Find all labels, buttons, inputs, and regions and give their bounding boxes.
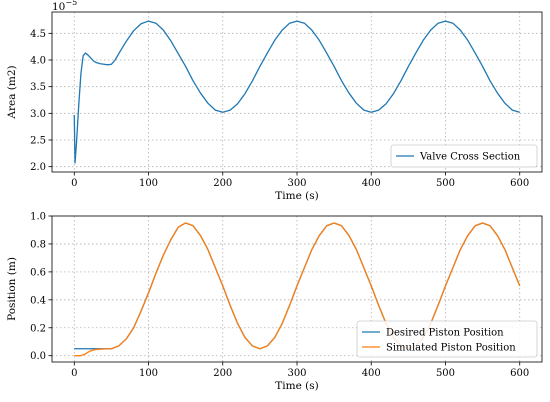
x-tick-label: 0	[71, 368, 77, 379]
legend-label: Desired Piston Position	[386, 328, 504, 339]
x-tick-label: 400	[362, 368, 381, 379]
legend: Valve Cross Section	[390, 144, 538, 168]
y-axis-label: Position (m)	[6, 257, 18, 321]
x-tick-label: 200	[213, 178, 232, 189]
y-tick-label: 3.5	[30, 82, 46, 93]
x-tick-label: 200	[213, 368, 232, 379]
legend-label: Valve Cross Section	[419, 152, 521, 163]
legend-box	[390, 144, 538, 168]
x-tick-label: 400	[362, 178, 381, 189]
y-tick-label: 0.8	[30, 239, 46, 250]
y-tick-label: 2.0	[30, 162, 46, 173]
x-tick-label: 500	[436, 178, 455, 189]
y-tick-label: 4.0	[30, 56, 46, 67]
y-tick-label: 0.0	[30, 351, 46, 362]
legend-label: Simulated Piston Position	[386, 343, 516, 354]
y-tick-label: 1.0	[30, 212, 46, 223]
y-tick-label: 0.4	[30, 295, 46, 306]
x-tick-label: 100	[139, 368, 158, 379]
x-tick-label: 0	[71, 178, 77, 189]
y-tick-label: 0.6	[30, 267, 46, 278]
y-tick-label: 2.5	[30, 136, 46, 147]
series-line-1	[73, 20, 520, 164]
x-tick-label: 300	[287, 368, 306, 379]
series-line-2	[74, 222, 521, 357]
x-axis-label: Time (s)	[275, 380, 318, 392]
y-tick-label: 0.2	[30, 323, 46, 334]
x-tick-label: 300	[287, 178, 306, 189]
y-tick-label: 4.5	[30, 29, 46, 40]
x-tick-label: 600	[510, 368, 529, 379]
y-tick-label: 3.0	[30, 109, 46, 120]
legend-box	[356, 320, 538, 358]
x-tick-label: 600	[510, 178, 529, 189]
legend: Desired Piston Position Simulated Piston …	[356, 320, 538, 358]
chart-panel-2: 0 100 200 300 400 500 600 0.0 0.2 0.4 0.6 0.8 1.0 Tim…	[6, 212, 543, 392]
y-axis-label: Area (m2)	[6, 65, 18, 119]
x-axis-label: Time (s)	[275, 190, 318, 202]
x-tick-label: 500	[436, 368, 455, 379]
chart-panel-1: 0 100 200 300 400 500 600 2.0 2.5 3.0 3.5 4.0 4.5 Tim…	[6, 0, 543, 202]
x-tick-label: 100	[139, 178, 158, 189]
